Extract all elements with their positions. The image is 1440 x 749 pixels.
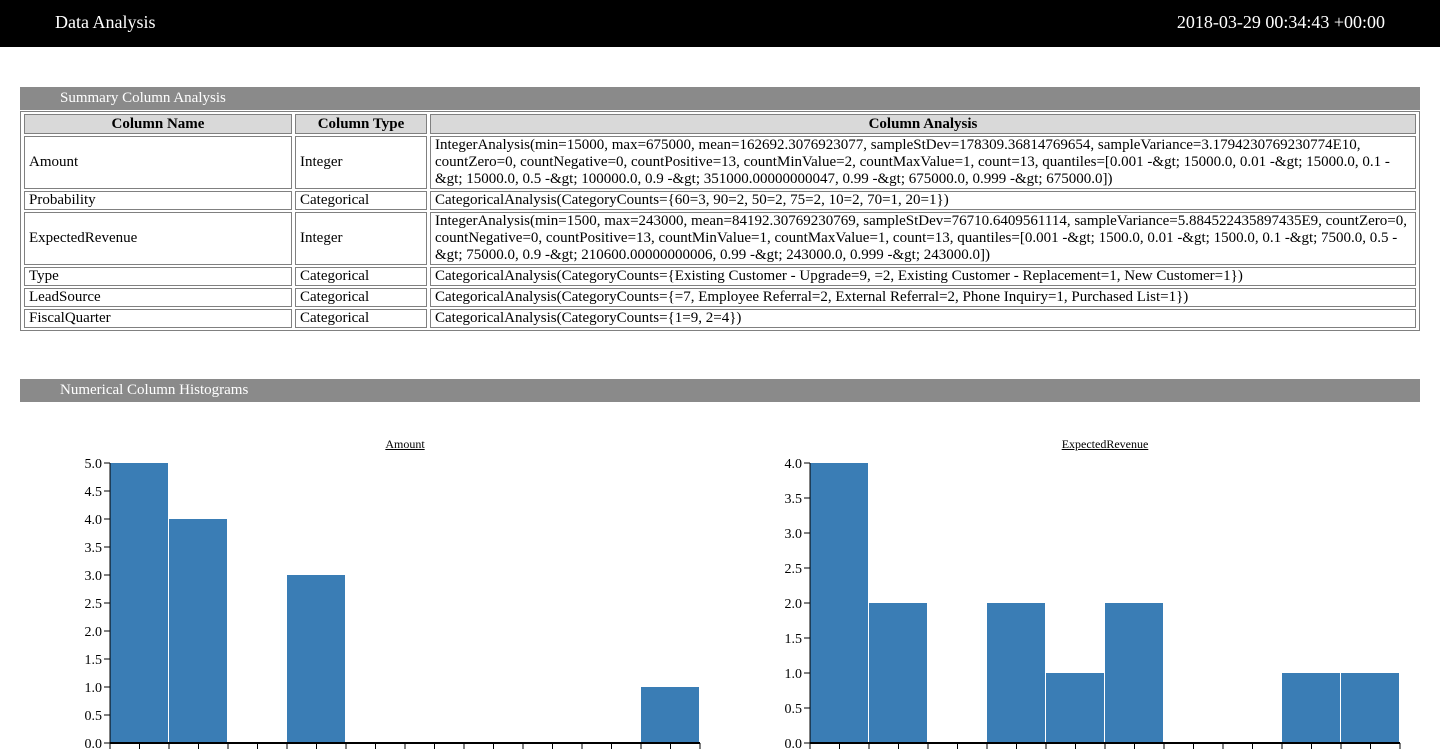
histogram-bar: [169, 519, 227, 743]
histogram-bar: [1046, 673, 1104, 743]
row-column-type: Categorical: [295, 288, 427, 307]
row-column-name: ExpectedRevenue: [24, 212, 292, 265]
y-tick-label: 3.0: [785, 527, 803, 542]
histogram-bar: [110, 463, 168, 743]
row-column-analysis: IntegerAnalysis(min=15000, max=675000, m…: [430, 136, 1416, 189]
y-tick-label: 2.0: [785, 597, 803, 612]
y-tick-label: 0.0: [85, 737, 103, 749]
histogram-section-header: Numerical Column Histograms: [20, 379, 1420, 402]
table-row: Type Categorical CategoricalAnalysis(Cat…: [24, 267, 1416, 286]
y-tick-label: 3.5: [85, 541, 103, 556]
y-tick-label: 4.5: [85, 485, 103, 500]
amount-histogram: 0.0 0.5 1.0 1.5 2.0 2.5 3.0 3.5 4.0 4.5 5.0: [85, 457, 701, 749]
y-tick-label: 4.0: [785, 457, 803, 472]
row-column-analysis: IntegerAnalysis(min=1500, max=243000, me…: [430, 212, 1416, 265]
y-tick-label: 4.0: [85, 513, 103, 528]
row-column-type: Categorical: [295, 309, 427, 328]
y-tick-label: 1.5: [785, 632, 803, 647]
summary-table: Column Name Column Type Column Analysis …: [20, 111, 1420, 331]
column-type-header: Column Type: [295, 114, 427, 134]
histogram-bar: [987, 603, 1045, 743]
amount-histogram-title: Amount: [385, 437, 425, 451]
table-row: FiscalQuarter Categorical CategoricalAna…: [24, 309, 1416, 328]
summary-table-header-row: Column Name Column Type Column Analysis: [24, 114, 1416, 134]
y-tick-label: 3.0: [85, 569, 103, 584]
row-column-analysis: CategoricalAnalysis(CategoryCounts={Exis…: [430, 267, 1416, 286]
histogram-bar: [287, 575, 345, 743]
row-column-name: FiscalQuarter: [24, 309, 292, 328]
timestamp: 2018-03-29 00:34:43 +00:00: [1176, 12, 1385, 32]
expected-revenue-histogram-title: ExpectedRevenue: [1061, 437, 1149, 451]
histogram-bar: [810, 463, 868, 743]
table-row: Amount Integer IntegerAnalysis(min=15000…: [24, 136, 1416, 189]
y-tick-label: 2.0: [85, 625, 103, 640]
row-column-type: Categorical: [295, 267, 427, 286]
row-column-name: LeadSource: [24, 288, 292, 307]
histogram-section-title: Numerical Column Histograms: [60, 382, 249, 398]
y-tick-label: 1.0: [785, 667, 803, 682]
y-tick-label: 2.5: [85, 597, 103, 612]
app-title: Data Analysis: [55, 12, 156, 32]
expected-revenue-histogram: 0.0 0.5 1.0 1.5 2.0 2.5 3.0 3.5 4.0: [785, 457, 1401, 749]
y-tick-label: 1.0: [85, 681, 103, 696]
row-column-type: Integer: [295, 136, 427, 189]
row-column-name: Amount: [24, 136, 292, 189]
histogram-bar: [869, 603, 927, 743]
summary-section-header: Summary Column Analysis: [20, 87, 1420, 110]
column-name-header: Column Name: [24, 114, 292, 134]
column-analysis-header: Column Analysis: [430, 114, 1416, 134]
histogram-bar: [1105, 603, 1163, 743]
y-tick-label: 0.5: [785, 702, 803, 717]
y-tick-label: 3.5: [785, 492, 803, 507]
y-tick-label: 2.5: [785, 562, 803, 577]
row-column-analysis: CategoricalAnalysis(CategoryCounts={60=3…: [430, 191, 1416, 210]
table-row: ExpectedRevenue Integer IntegerAnalysis(…: [24, 212, 1416, 265]
y-tick-label: 0.0: [785, 737, 803, 749]
row-column-analysis: CategoricalAnalysis(CategoryCounts={=7, …: [430, 288, 1416, 307]
row-column-name: Type: [24, 267, 292, 286]
histogram-bar: [1341, 673, 1399, 743]
table-row: Probability Categorical CategoricalAnaly…: [24, 191, 1416, 210]
y-tick-label: 5.0: [85, 457, 103, 472]
y-tick-label: 0.5: [85, 709, 103, 724]
summary-section-title: Summary Column Analysis: [60, 90, 226, 106]
row-column-type: Integer: [295, 212, 427, 265]
y-tick-label: 1.5: [85, 653, 103, 668]
row-column-type: Categorical: [295, 191, 427, 210]
table-row: LeadSource Categorical CategoricalAnalys…: [24, 288, 1416, 307]
row-column-analysis: CategoricalAnalysis(CategoryCounts={1=9,…: [430, 309, 1416, 328]
top-bar: Data Analysis 2018-03-29 00:34:43 +00:00: [0, 0, 1440, 47]
histogram-bar: [641, 687, 699, 743]
row-column-name: Probability: [24, 191, 292, 210]
histogram-bar: [1282, 673, 1340, 743]
